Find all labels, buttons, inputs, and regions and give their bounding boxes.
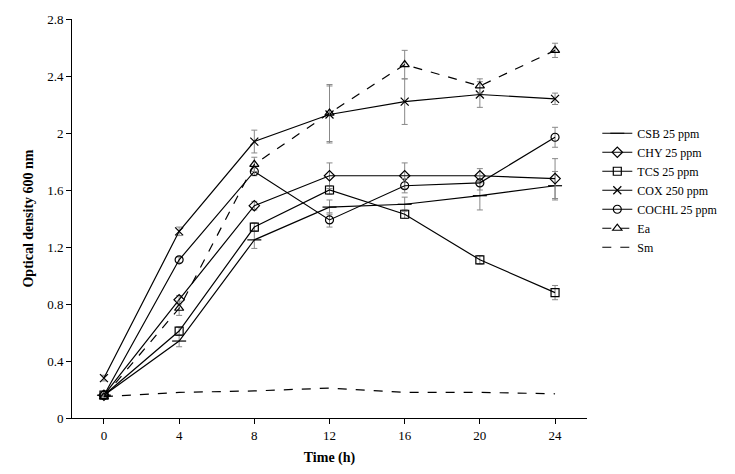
svg-text:COX 250 ppm: COX 250 ppm (637, 184, 708, 198)
svg-text:TCS 25 ppm: TCS 25 ppm (637, 165, 699, 179)
svg-text:16: 16 (398, 428, 412, 443)
svg-text:8: 8 (251, 428, 258, 443)
svg-text:Ea: Ea (637, 222, 650, 236)
svg-text:0.4: 0.4 (47, 354, 64, 369)
svg-text:4: 4 (176, 428, 183, 443)
svg-text:Optical density 600 nm: Optical density 600 nm (21, 149, 36, 287)
svg-text:Sm: Sm (637, 241, 654, 255)
svg-text:2: 2 (57, 126, 64, 141)
svg-text:24: 24 (549, 428, 563, 443)
svg-text:COCHL 25 ppm: COCHL 25 ppm (637, 203, 717, 217)
svg-text:0: 0 (57, 411, 64, 426)
svg-text:Time (h): Time (h) (304, 450, 356, 466)
svg-text:CHY 25 ppm: CHY 25 ppm (637, 146, 702, 160)
svg-text:2.8: 2.8 (47, 12, 63, 27)
svg-text:1.2: 1.2 (47, 240, 63, 255)
svg-text:0.8: 0.8 (47, 297, 63, 312)
svg-text:20: 20 (473, 428, 486, 443)
svg-text:0: 0 (101, 428, 108, 443)
svg-text:1.6: 1.6 (47, 183, 64, 198)
svg-text:CSB 25 ppm: CSB 25 ppm (637, 127, 700, 141)
svg-text:12: 12 (323, 428, 336, 443)
svg-text:2.4: 2.4 (47, 69, 64, 84)
